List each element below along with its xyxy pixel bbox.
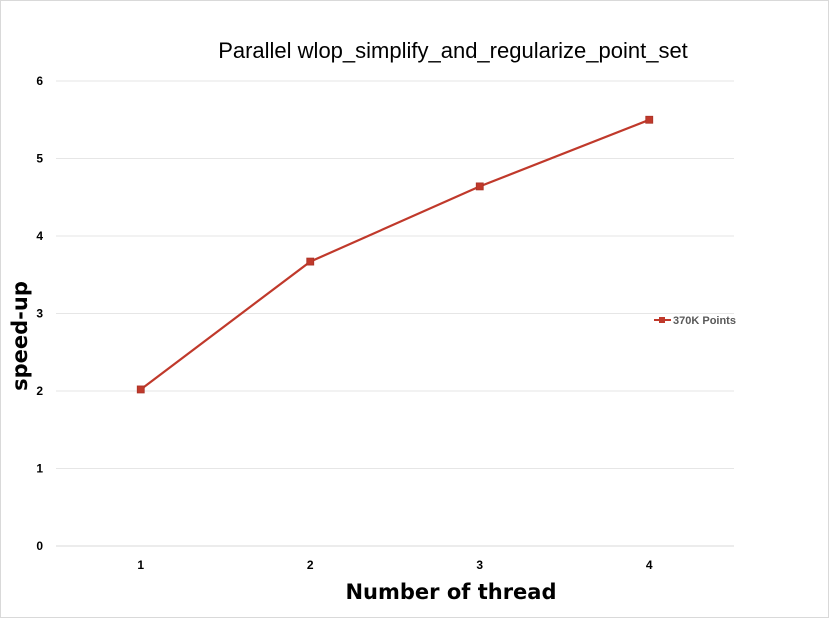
y-axis-title: speed-up [8,281,32,391]
x-tick-label: 4 [646,558,653,572]
gridlines [56,80,734,469]
data-point [306,257,315,266]
data-point [475,182,484,191]
legend-square-marker [659,317,665,323]
y-tick-label: 5 [36,152,43,166]
y-tick-label: 0 [36,539,43,553]
y-tick-label: 4 [36,229,43,243]
data-point [645,115,654,124]
x-tick-labels: 1 2 3 4 [137,558,653,572]
series-370k-points [136,115,654,394]
y-tick-label: 2 [36,384,43,398]
legend: 370K Points [654,315,736,327]
y-tick-label: 6 [36,74,43,88]
data-point [136,385,145,394]
y-tick-label: 1 [36,462,43,476]
x-tick-label: 1 [137,558,144,572]
x-tick-label: 2 [307,558,314,572]
x-axis-title: Number of thread [345,580,556,604]
y-tick-labels: 0 1 2 3 4 5 6 [36,74,43,553]
series-line [140,118,650,391]
y-tick-label: 3 [36,307,43,321]
legend-label: 370K Points [673,315,736,327]
chart-title: Parallel wlop_simplify_and_regularize_po… [218,38,688,63]
x-tick-label: 3 [476,558,483,572]
